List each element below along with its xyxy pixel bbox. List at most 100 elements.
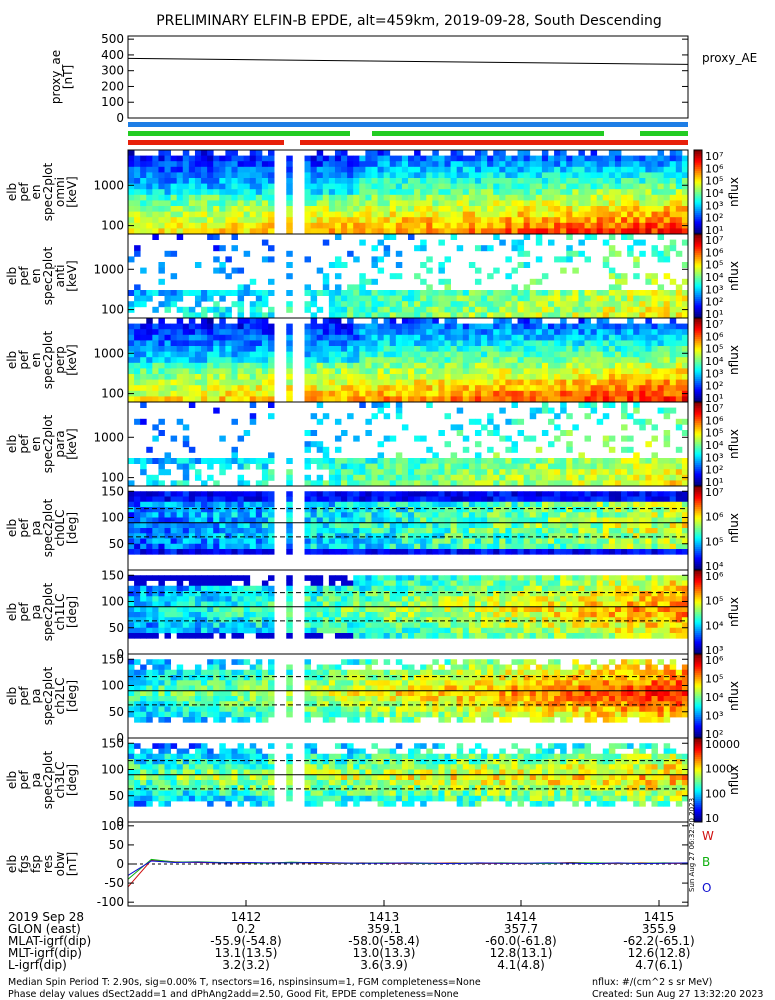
panel-3-cell	[614, 374, 622, 380]
panel-1-cell	[334, 206, 342, 212]
panel-5-cell	[176, 496, 184, 503]
panel-1-cell	[438, 200, 445, 207]
panel-1-cell	[334, 217, 342, 224]
panel-5-cell	[188, 517, 196, 524]
panel-4-cell	[584, 413, 592, 420]
panel-3-cell	[578, 362, 585, 369]
panel-1-cell	[164, 200, 172, 207]
panel-2-cell	[608, 245, 616, 252]
panel-4-cell	[188, 402, 196, 408]
panel-5-cell	[548, 522, 555, 529]
panel-3-cell	[481, 340, 488, 347]
panel-1-cell	[365, 189, 372, 196]
panel-5-cell	[462, 538, 470, 545]
panel-5-cell	[322, 496, 330, 503]
panel-2-cell	[560, 301, 567, 308]
panel-3-cell	[286, 346, 293, 352]
panel-2-cell	[420, 295, 427, 302]
panel-1-cell	[474, 150, 482, 156]
panel-4-cell	[408, 458, 415, 464]
panel-5-cell	[681, 528, 689, 534]
panel-5-cell	[146, 512, 153, 518]
panel-1-cell	[535, 217, 543, 224]
panel-1-cell	[487, 161, 494, 168]
panel-3-cell	[316, 396, 324, 403]
panel-5-cell	[371, 528, 378, 534]
panel-4-cell	[341, 474, 348, 481]
panel-3-cell	[389, 329, 397, 336]
panel-1-cell	[474, 178, 482, 184]
panel-1-cell	[614, 211, 622, 218]
panel-3-cell	[481, 329, 488, 336]
panel-5-cell	[608, 491, 616, 497]
panel-2-cell	[341, 301, 348, 308]
panel-3-cell	[146, 362, 153, 369]
panel-1-cell	[584, 155, 592, 162]
panel-4-cell	[627, 435, 634, 442]
panel-3-cell	[408, 390, 415, 397]
panel-2-cell	[401, 301, 409, 308]
panel-5-cell	[621, 538, 628, 545]
panel-3-cell	[219, 351, 226, 358]
panel-3-cell	[213, 329, 220, 336]
panel-1-cell	[681, 200, 689, 207]
panel-3-cell	[651, 396, 658, 403]
panel-1-cell	[608, 194, 616, 201]
panel-1-cell	[554, 200, 561, 207]
panel-2-colorbar-cell	[694, 234, 702, 237]
panel-3-cell	[371, 368, 378, 375]
panel-4-cell	[444, 441, 452, 448]
panel-4-colorbar-cell	[694, 429, 702, 432]
panel-2-colorbar-cell	[694, 303, 702, 306]
panel-3-cell	[657, 346, 665, 352]
panel-5-cell	[590, 517, 598, 524]
panel-3-cell	[414, 329, 421, 336]
panel-1-cell	[481, 172, 488, 179]
panel-2-cell	[535, 278, 543, 285]
panel-2-cell	[444, 284, 452, 291]
panel-1-cell	[548, 206, 555, 212]
panel-3-cell	[499, 334, 506, 341]
panel-1-cell	[584, 178, 592, 184]
panel-4-cell	[353, 463, 360, 470]
panel-1-cell	[377, 178, 385, 184]
panel-3-cell	[359, 385, 366, 392]
panel-2-cell	[188, 306, 196, 313]
panel-3-cell	[146, 385, 153, 392]
panel-2-cell	[371, 245, 378, 252]
panel-3-cell	[596, 334, 604, 341]
panel-1-cell	[505, 222, 512, 229]
panel-3-cell	[627, 323, 634, 330]
panel-3-cell	[426, 323, 433, 330]
panel-3-cell	[523, 396, 531, 403]
panel-4-cell	[316, 418, 324, 425]
panel-4-cell	[237, 474, 245, 481]
panel-1-cell	[134, 172, 141, 179]
panel-1-cell	[444, 194, 452, 201]
panel-2-cell	[420, 306, 427, 313]
panel-5-cell	[487, 549, 494, 555]
panel-1-cell	[523, 217, 531, 224]
panel-3-cell	[316, 379, 324, 386]
panel-1-cell	[499, 217, 506, 224]
panel-3-cell	[341, 374, 348, 380]
panel-3-cell	[523, 329, 531, 336]
panel-1-cell	[602, 194, 610, 201]
panel-1-cell	[426, 155, 433, 162]
panel-2-cell	[438, 239, 445, 246]
panel-3-cell	[584, 390, 592, 397]
panel-1-cell	[554, 189, 561, 196]
panel-5-cell	[328, 512, 336, 518]
panel-3-cell	[596, 340, 604, 347]
panel-2-colorbar-cell	[694, 261, 702, 264]
panel-5-cell	[578, 501, 585, 508]
panel-5-cell	[261, 491, 269, 497]
panel-4-cell	[231, 446, 238, 453]
panel-1-cell	[243, 178, 251, 184]
panel-3-colorbar-cell	[694, 343, 702, 346]
panel-5-cell	[657, 549, 665, 555]
panel-4-cell	[268, 469, 275, 476]
panel-5-cell	[639, 517, 646, 524]
panel-1-cell	[675, 211, 683, 218]
panel-1-cell	[474, 211, 482, 218]
